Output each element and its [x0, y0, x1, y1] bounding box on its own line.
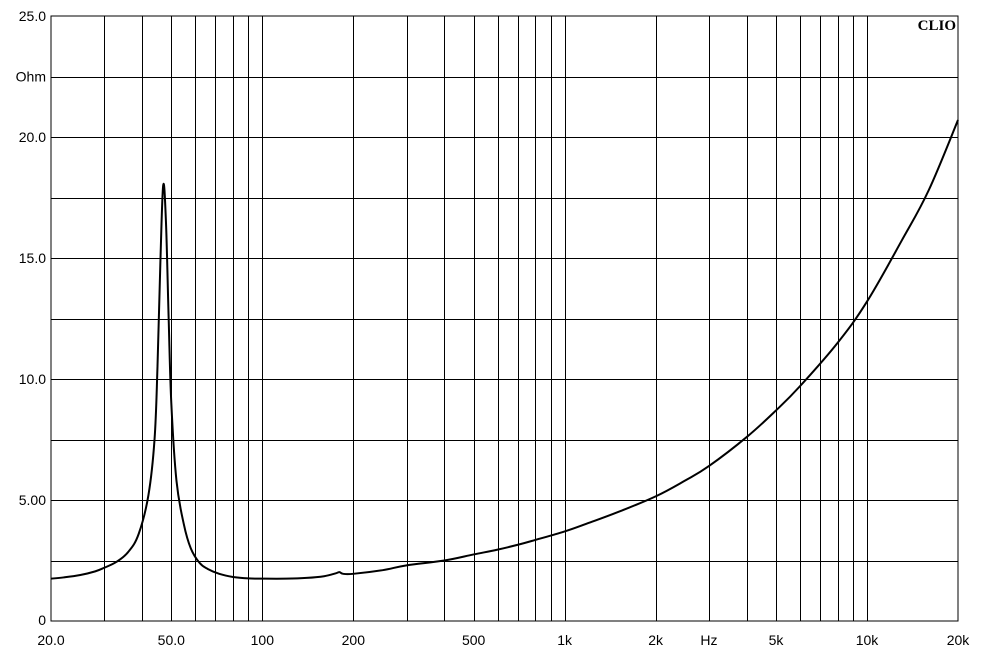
x-axis-ticks: 20.0 50.0 100 200 500 1k 2k 5k 10k 20k [37, 632, 970, 648]
x-tick-label: 500 [462, 632, 486, 648]
x-axis-label: Hz [700, 632, 717, 648]
x-tick-label: 20k [947, 632, 971, 648]
x-tick-label: 2k [648, 632, 664, 648]
x-tick-label: 100 [251, 632, 275, 648]
y-axis-label: Ohm [16, 69, 46, 85]
x-tick-label: 1k [557, 632, 573, 648]
y-tick-label: 20.0 [19, 129, 46, 145]
x-tick-label: 20.0 [37, 632, 64, 648]
x-tick-label: 5k [769, 632, 785, 648]
series-layer [50, 119, 959, 580]
grid [51, 16, 958, 621]
clio-brand-label: CLIO [918, 18, 956, 34]
y-axis-ticks: 25.0 20.0 15.0 10.0 5.00 0 [19, 8, 46, 628]
y-tick-label: 15.0 [19, 250, 46, 266]
x-tick-label: 50.0 [158, 632, 185, 648]
y-tick-label: 25.0 [19, 8, 46, 24]
impedance-curve [50, 119, 959, 580]
x-tick-label: 10k [856, 632, 880, 648]
y-tick-label: 10.0 [19, 371, 46, 387]
plot-frame [50, 15, 959, 622]
y-tick-label: 0 [38, 612, 46, 628]
y-tick-label: 5.00 [19, 492, 46, 508]
x-tick-label: 200 [342, 632, 366, 648]
